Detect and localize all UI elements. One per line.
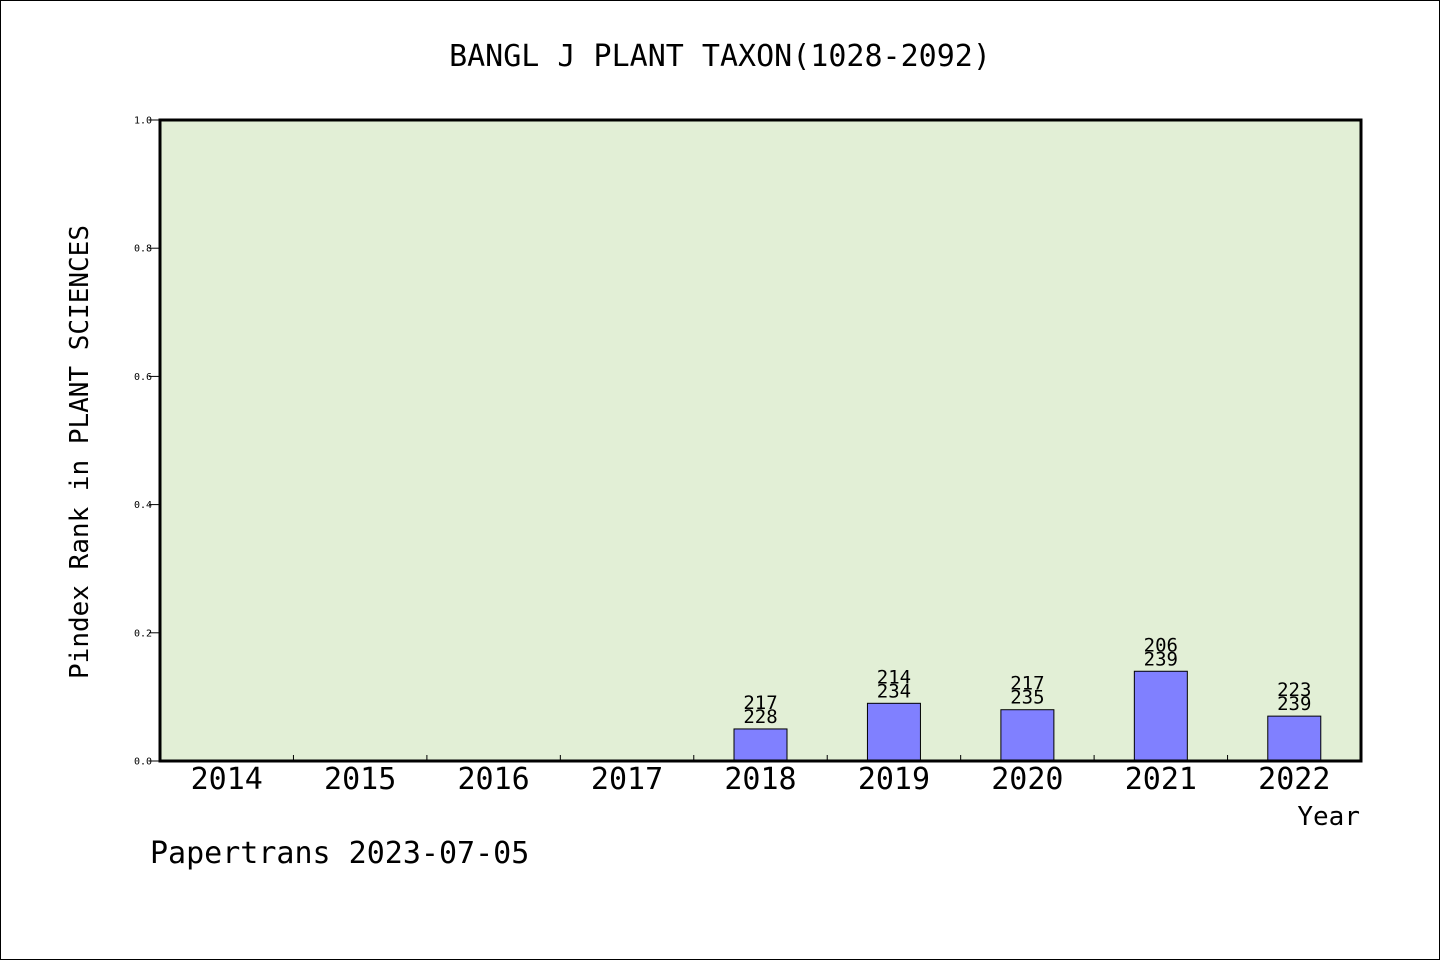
bar-2022	[1267, 715, 1322, 762]
footer-date: Papertrans 2023-07-05	[150, 836, 529, 871]
x-tick-label: 2019	[858, 762, 930, 797]
y-tick-label: 1.0	[134, 116, 152, 127]
x-tick-label: 2021	[1125, 762, 1197, 797]
bar-2020	[1000, 709, 1055, 762]
y-tick-label: 0.0	[134, 757, 152, 768]
plot-area	[160, 120, 1361, 761]
chart-title: BANGL J PLANT TAXON(1028-2092)	[449, 39, 991, 74]
x-tick-label: 2015	[324, 762, 396, 797]
data-label-bottom: 239	[1144, 648, 1178, 670]
x-tick-label: 2022	[1258, 762, 1330, 797]
bar-2019	[866, 702, 921, 762]
data-label-top: 217	[743, 692, 777, 714]
y-ticks: 0.0 0.2 0.4 0.6 0.8 1.0	[134, 116, 160, 768]
data-label-top: 214	[877, 666, 911, 688]
data-label-bottom: 239	[1277, 693, 1311, 715]
x-axis-label: Year	[1297, 802, 1360, 832]
bar-2021	[1133, 670, 1188, 762]
y-axis-label: Pindex Rank in PLANT SCIENCES	[65, 225, 95, 679]
data-label-bottom: 228	[743, 706, 777, 728]
x-tick-label: 2018	[724, 762, 796, 797]
y-tick-label: 0.6	[134, 372, 152, 383]
data-label-top: 206	[1144, 634, 1178, 656]
data-label-top: 223	[1277, 679, 1311, 701]
x-ticks: 2014 2015 2016 2017 2018 2019 2020 2021 2022	[191, 755, 1330, 797]
x-tick-label: 2014	[191, 762, 263, 797]
y-tick-label: 0.4	[134, 500, 152, 511]
bar-2018	[733, 728, 788, 762]
data-label-bottom: 235	[1010, 687, 1044, 709]
data-label-bottom: 234	[877, 680, 911, 702]
x-tick-label: 2020	[991, 762, 1063, 797]
x-tick-label: 2017	[591, 762, 663, 797]
data-label-top: 217	[1010, 673, 1044, 695]
plot-border	[158, 118, 1363, 763]
y-tick-label: 0.8	[134, 244, 152, 255]
y-tick-label: 0.2	[134, 628, 152, 639]
x-tick-label: 2016	[457, 762, 529, 797]
